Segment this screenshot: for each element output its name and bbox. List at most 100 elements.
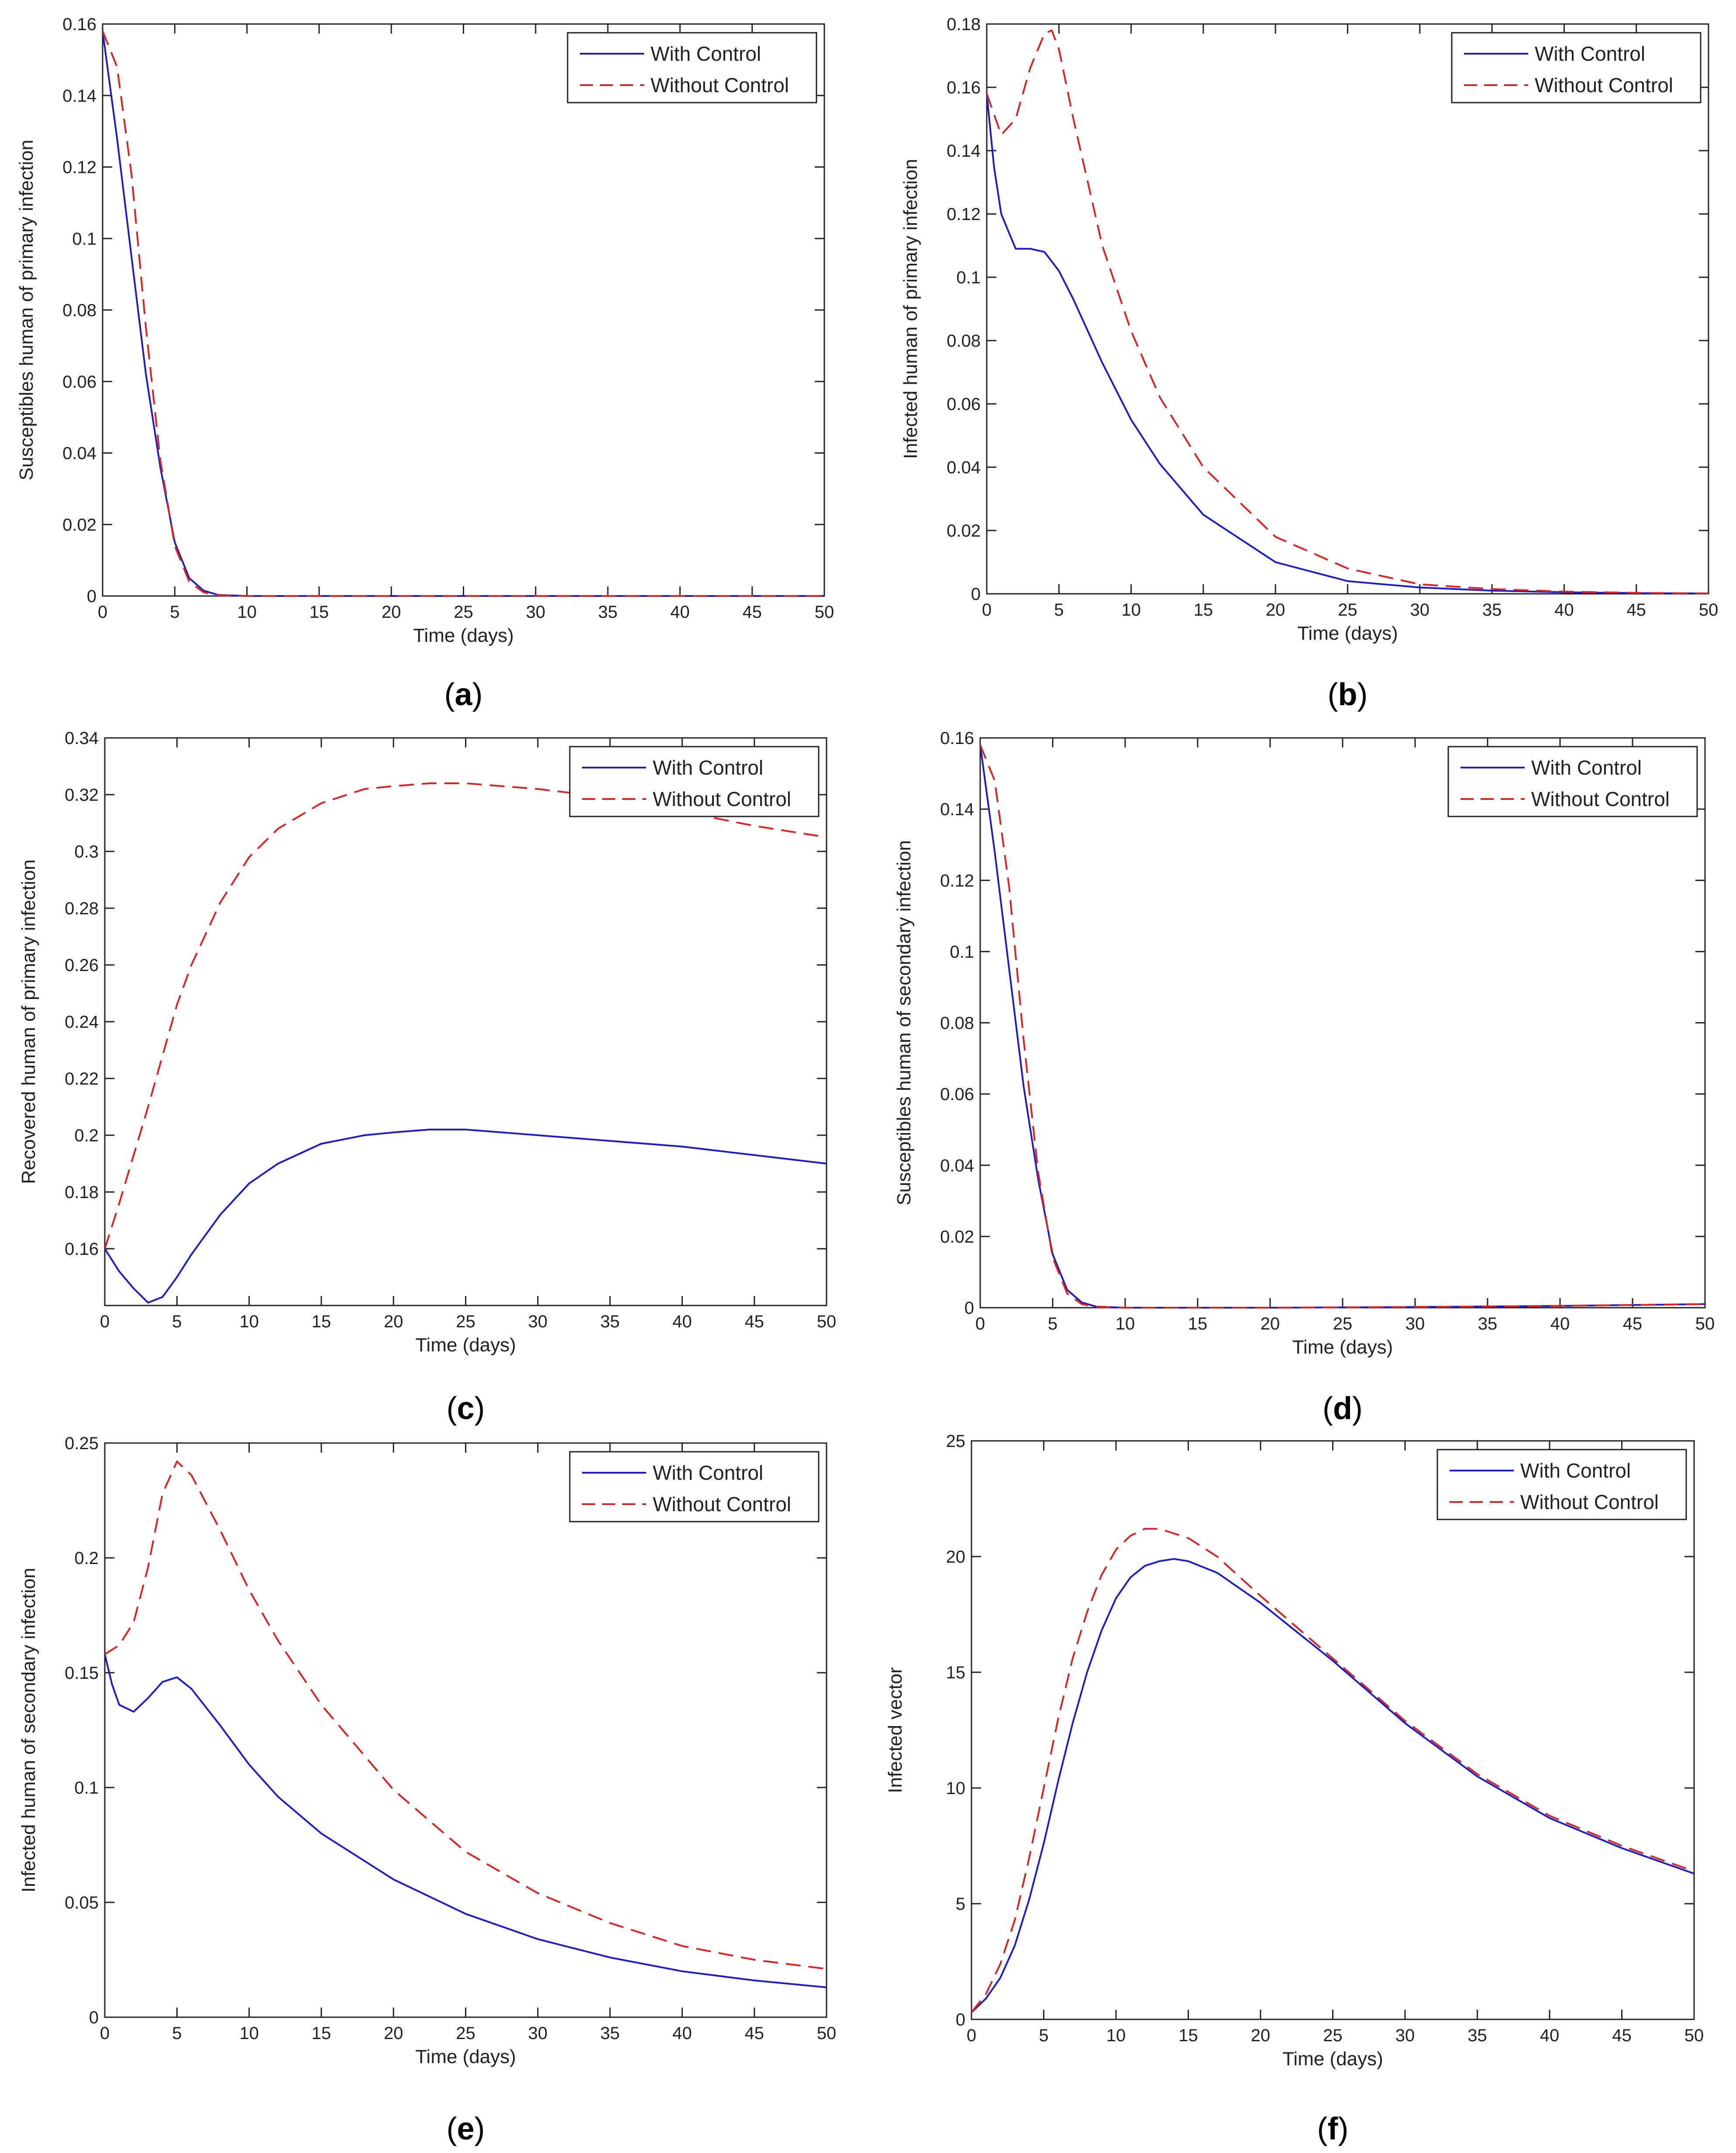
x-tick-label: 15 xyxy=(1188,1314,1208,1333)
legend-label: With Control xyxy=(1520,1459,1631,1482)
x-tick-label: 20 xyxy=(384,1312,403,1331)
x-tick-label: 50 xyxy=(1699,600,1719,620)
series-line-without-control xyxy=(105,1461,827,1970)
x-tick-label: 35 xyxy=(1467,2026,1487,2045)
chart-panel-a: 0 5 10 15 20 25 30 35 40 45 50 0 0.02 0.04 0.06 0.08 0.1… xyxy=(16,15,834,712)
series-line-without-control xyxy=(987,29,1708,595)
x-tick-label: 40 xyxy=(672,1312,692,1331)
y-axis-label: Recovered human of primary infection xyxy=(18,859,39,1184)
y-tick-label: 0.04 xyxy=(940,1156,974,1175)
chart-panel-d: 0 5 10 15 20 25 30 35 40 45 50 0 0.02 0.04 0.06 0.08 0.1… xyxy=(893,729,1715,1426)
y-tick-label: 0.06 xyxy=(940,1085,974,1104)
x-tick-label: 35 xyxy=(600,2024,620,2043)
x-tick-label: 45 xyxy=(744,2024,764,2043)
y-tick-label: 0.06 xyxy=(62,372,96,392)
y-tick-label: 0.3 xyxy=(74,842,99,861)
y-tick-label: 0.14 xyxy=(947,141,981,161)
x-tick-label: 35 xyxy=(1478,1314,1498,1333)
y-tick-label: 5 xyxy=(956,1895,965,1914)
x-tick-label: 50 xyxy=(1684,2026,1704,2045)
series-line-without-control xyxy=(980,744,1705,1309)
x-tick-label: 40 xyxy=(1550,1314,1570,1333)
chart-panel-b: 0 5 10 15 20 25 30 35 40 45 50 0 0.02 0.04 0.06 0.08 0.1… xyxy=(900,15,1718,712)
y-tick-label: 0.02 xyxy=(947,521,981,541)
x-tick-label: 45 xyxy=(1626,600,1646,620)
panel-caption-letter: c xyxy=(457,1391,474,1426)
y-tick-label: 0.12 xyxy=(940,871,974,890)
x-tick-label: 20 xyxy=(1261,1314,1280,1333)
x-tick-label: 25 xyxy=(1338,600,1357,620)
x-tick-label: 25 xyxy=(454,603,473,622)
legend-label: Without Control xyxy=(653,1493,791,1516)
x-tick-label: 5 xyxy=(1039,2026,1048,2045)
legend-box xyxy=(1451,32,1702,103)
y-tick-label: 15 xyxy=(946,1663,966,1682)
panel-caption-letter: f xyxy=(1328,2112,1339,2146)
panel-caption: (e) xyxy=(446,2112,485,2146)
x-axis-label: Time (days) xyxy=(415,2046,516,2067)
x-tick-label: 10 xyxy=(239,2024,259,2043)
y-tick-label: 0.02 xyxy=(62,515,96,534)
x-tick-label: 50 xyxy=(817,1312,837,1331)
legend-label: With Control xyxy=(653,756,763,779)
x-tick-label: 0 xyxy=(100,1312,110,1331)
legend-box xyxy=(569,746,820,817)
x-tick-label: 20 xyxy=(1251,2026,1271,2045)
y-tick-label: 0.08 xyxy=(62,301,96,320)
y-tick-label: 0 xyxy=(971,585,981,604)
series-line-with-control xyxy=(987,93,1708,595)
x-tick-label: 50 xyxy=(815,603,834,622)
y-tick-label: 25 xyxy=(946,1432,966,1451)
plot-frame xyxy=(104,1442,827,2018)
y-tick-label: 0.12 xyxy=(947,205,981,224)
legend-box xyxy=(1436,1449,1687,1520)
x-tick-label: 15 xyxy=(1194,600,1213,620)
x-tick-label: 30 xyxy=(528,2024,548,2043)
y-tick-label: 0.16 xyxy=(62,15,96,34)
y-tick-label: 0.32 xyxy=(65,785,99,805)
y-tick-label: 0.06 xyxy=(947,395,981,414)
x-tick-label: 25 xyxy=(1323,2026,1343,2045)
y-tick-label: 0.08 xyxy=(947,331,981,351)
legend-box xyxy=(1447,746,1698,817)
y-tick-label: 0.24 xyxy=(65,1013,99,1032)
panel-caption: (b) xyxy=(1328,677,1368,712)
chart-panel-f: 0 5 10 15 20 25 30 35 40 45 50 0 5 10 15 20 25 Time (days… xyxy=(885,1432,1704,2146)
x-tick-label: 40 xyxy=(1540,2026,1560,2045)
y-tick-label: 0 xyxy=(956,2010,965,2029)
x-tick-label: 50 xyxy=(817,2024,837,2043)
x-tick-label: 5 xyxy=(172,2024,182,2043)
legend-label: With Control xyxy=(1531,756,1642,779)
panel-caption: (a) xyxy=(444,677,482,712)
x-tick-label: 40 xyxy=(672,2024,692,2043)
y-tick-label: 0.25 xyxy=(65,1434,99,1453)
y-tick-label: 0.16 xyxy=(947,78,981,97)
x-tick-label: 0 xyxy=(98,603,107,622)
y-tick-label: 10 xyxy=(946,1779,966,1798)
y-tick-label: 0.08 xyxy=(940,1014,974,1033)
x-tick-label: 20 xyxy=(1266,600,1285,620)
x-tick-label: 50 xyxy=(1695,1314,1715,1333)
plot-frame xyxy=(104,737,827,1306)
y-tick-label: 0.05 xyxy=(65,1893,99,1912)
x-tick-label: 30 xyxy=(526,603,546,622)
plot-frame xyxy=(971,1440,1695,2020)
series-line-with-control xyxy=(103,31,824,597)
x-tick-label: 35 xyxy=(600,1312,620,1331)
x-tick-label: 0 xyxy=(982,600,992,620)
x-tick-label: 25 xyxy=(456,2024,475,2043)
panel-caption-letter: d xyxy=(1333,1391,1352,1426)
panel-caption: (d) xyxy=(1323,1391,1363,1426)
y-tick-label: 0.18 xyxy=(65,1183,99,1202)
panel-caption: (f) xyxy=(1317,2112,1349,2146)
y-tick-label: 0.04 xyxy=(947,458,981,477)
series-line-with-control xyxy=(105,1129,827,1304)
y-tick-label: 0.15 xyxy=(65,1664,99,1683)
series-line-without-control xyxy=(971,1528,1694,2013)
x-axis-label: Time (days) xyxy=(1292,1337,1393,1358)
series-line-without-control xyxy=(103,31,824,597)
y-tick-label: 0 xyxy=(89,2008,99,2027)
x-tick-label: 35 xyxy=(1482,600,1502,620)
x-tick-label: 0 xyxy=(975,1314,985,1333)
x-tick-label: 15 xyxy=(312,1312,331,1331)
